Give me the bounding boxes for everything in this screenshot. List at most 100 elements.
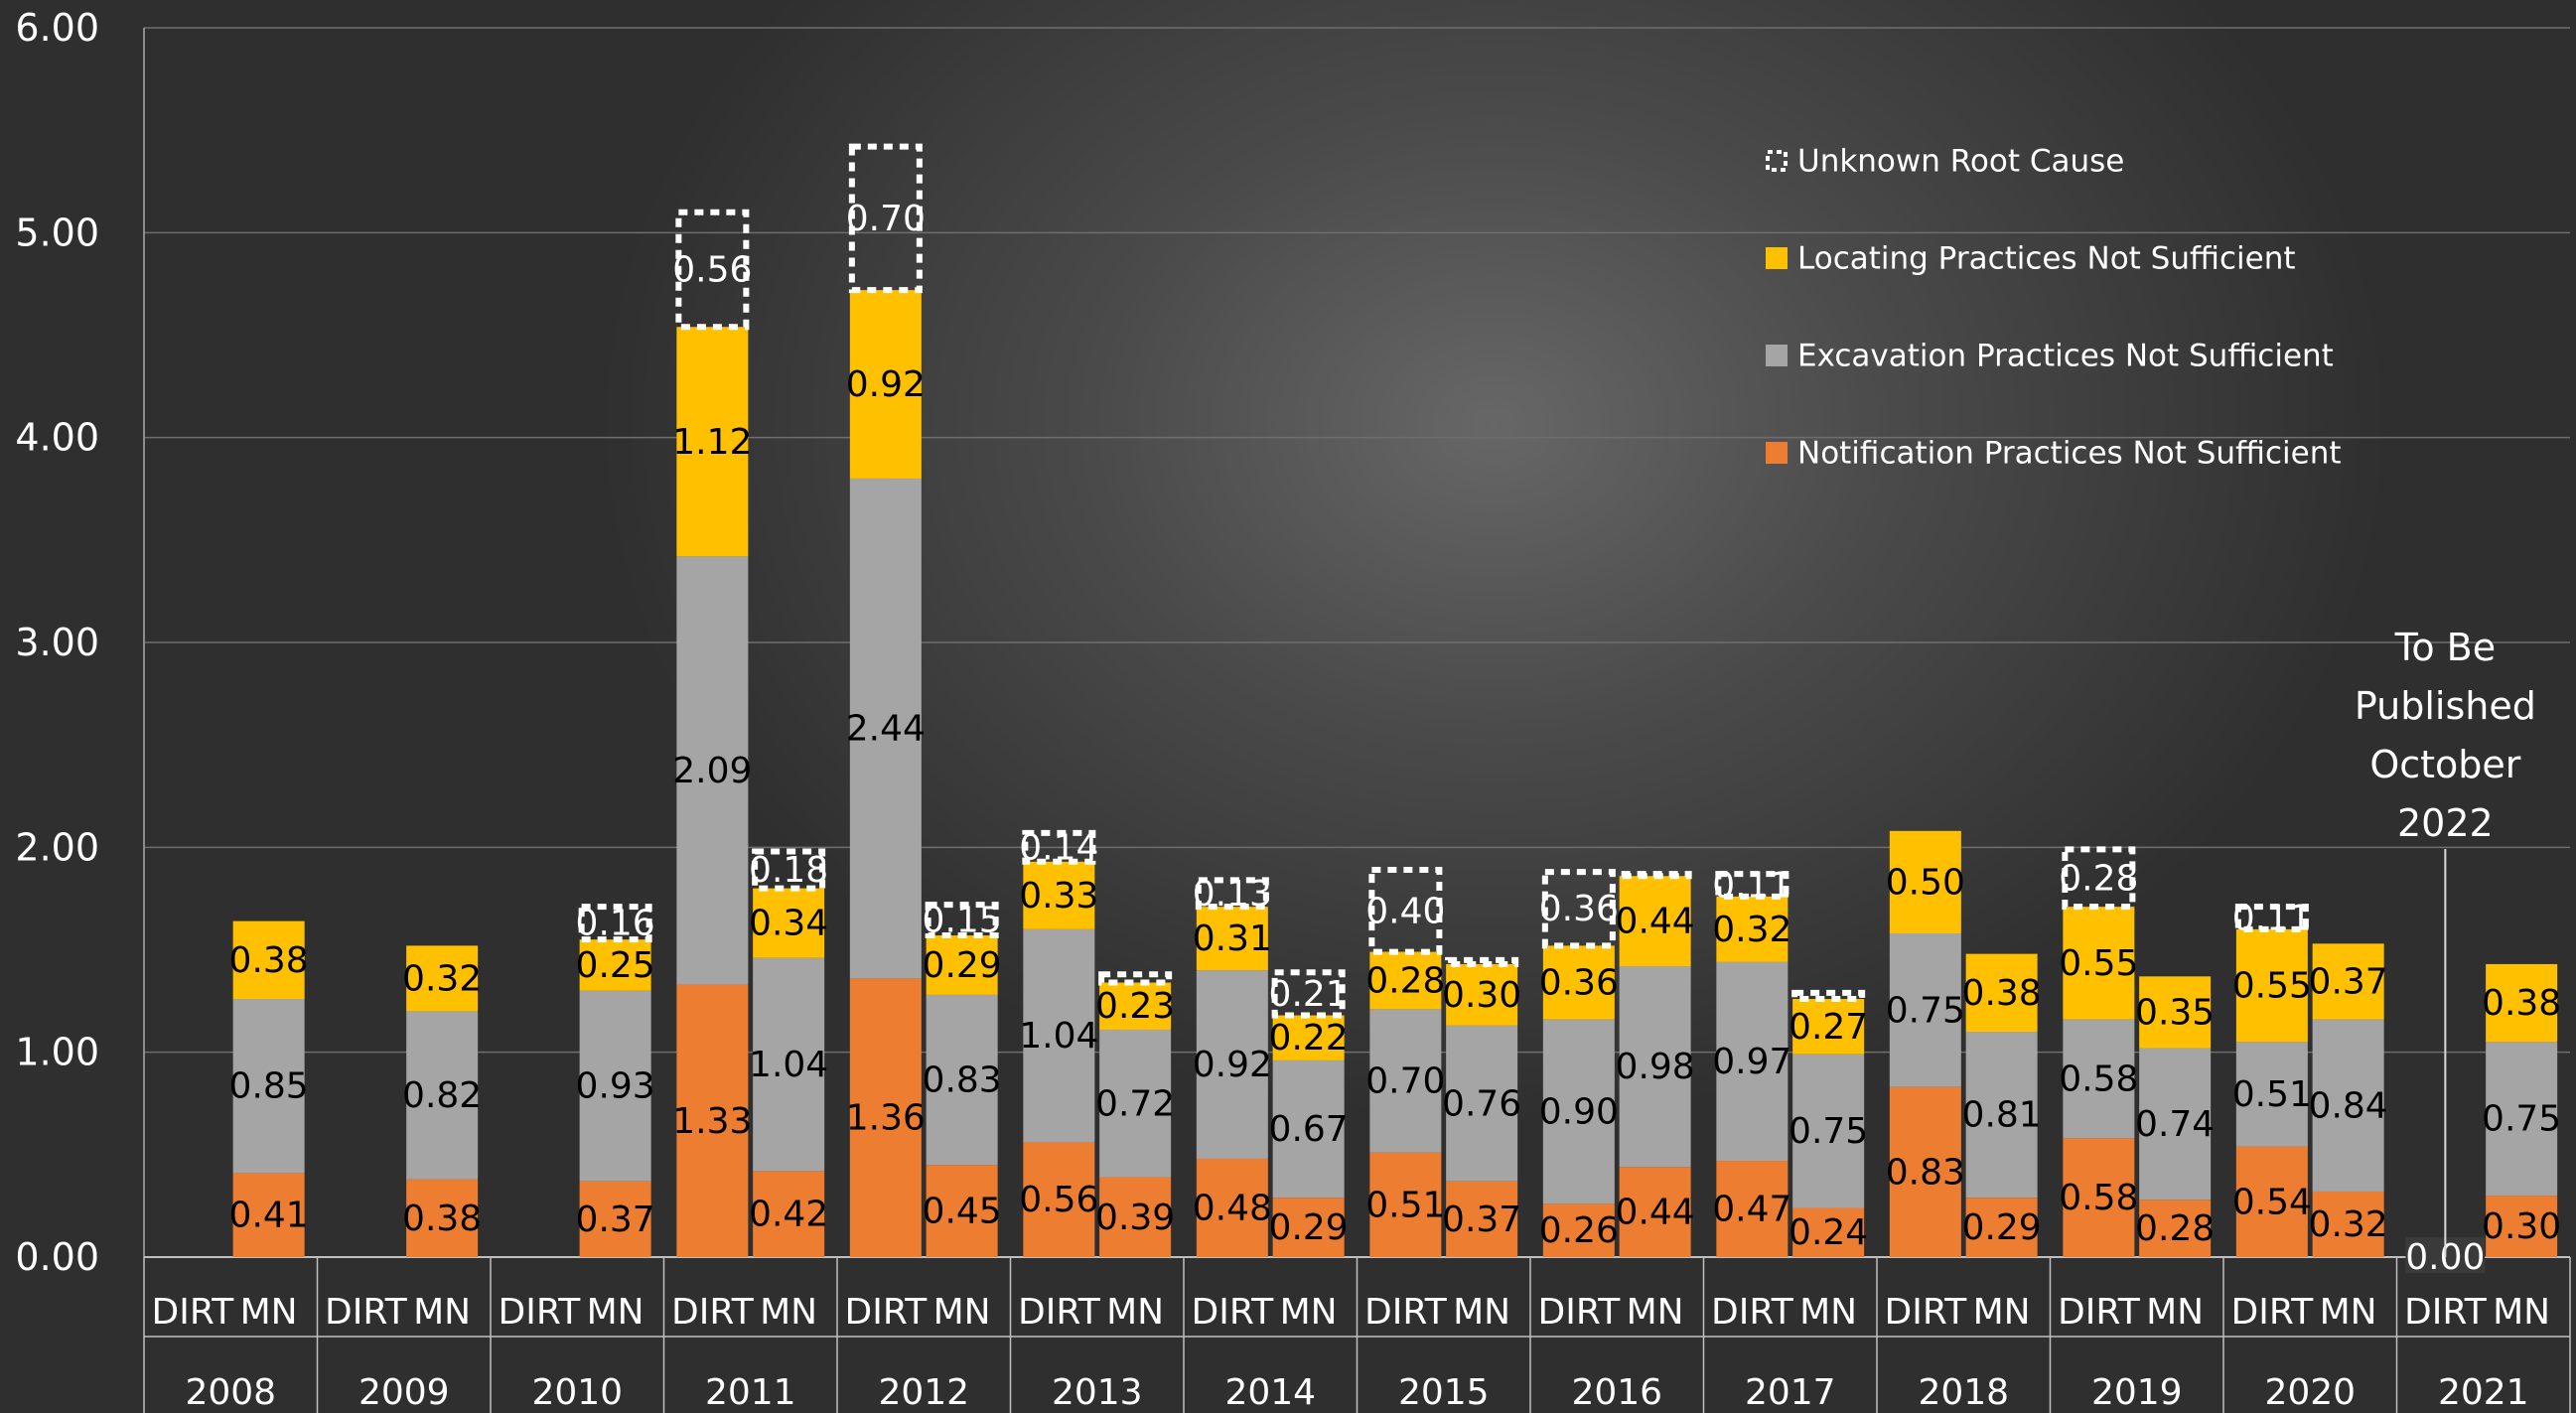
excavation-segment <box>1542 1019 1615 1204</box>
locating-segment <box>1716 896 1789 962</box>
locating-value-label: 0.92 <box>846 364 926 405</box>
unknown-segment <box>1445 956 1519 967</box>
excavation-value-label: 0.92 <box>1193 1045 1272 1085</box>
unknown-segment <box>1541 869 1616 949</box>
locating-value-label: 0.22 <box>1269 1018 1349 1059</box>
locating-segment <box>1446 963 1518 1026</box>
locating-segment <box>1792 999 1865 1055</box>
x-sub-label: DIRT <box>1884 1292 1967 1333</box>
y-tick-label: 3.00 <box>15 621 99 664</box>
unknown-value-label: 0.21 <box>1269 974 1349 1015</box>
locating-value-label: 0.23 <box>1095 986 1175 1027</box>
notification-value-label: 0.44 <box>1616 1193 1695 1233</box>
excavation-segment <box>1889 932 1961 1087</box>
excavation-segment <box>1619 966 1691 1168</box>
notification-segment <box>2235 1146 2308 1257</box>
notification-value-label: 0.45 <box>923 1192 1002 1232</box>
annotation-line: To Be <box>2394 626 2497 669</box>
unknown-segment <box>2062 846 2136 911</box>
excavation-value-label: 2.44 <box>846 709 926 750</box>
x-sub-label: MN <box>1453 1292 1510 1333</box>
unknown-segment <box>675 209 750 331</box>
excavation-segment <box>676 556 749 985</box>
locating-value-label: 0.33 <box>1019 876 1098 917</box>
x-sub-label: DIRT <box>2404 1292 2488 1333</box>
locating-segment <box>1272 1015 1345 1060</box>
unknown-segment <box>1022 829 1096 865</box>
locating-segment <box>2486 963 2558 1043</box>
excavation-segment <box>849 478 922 979</box>
excavation-segment <box>926 994 998 1166</box>
x-year-label: 2016 <box>1571 1372 1662 1413</box>
locating-segment <box>406 945 479 1012</box>
x-sub-label: MN <box>413 1292 471 1333</box>
x-year-label: 2011 <box>705 1372 796 1413</box>
unknown-value-label: 0.36 <box>1539 889 1619 929</box>
notification-segment <box>406 1179 479 1257</box>
locating-segment <box>2063 907 2135 1020</box>
x-sub-label: DIRT <box>1711 1292 1794 1333</box>
excavation-value-label: 0.51 <box>2232 1074 2312 1115</box>
x-year-label: 2013 <box>1052 1372 1143 1413</box>
excavation-segment <box>2235 1042 2308 1147</box>
annotation-line: 2022 <box>2397 801 2494 845</box>
excavation-value-label: 0.75 <box>2482 1099 2561 1140</box>
x-sub-label: MN <box>1627 1292 1684 1333</box>
x-sub-label: MN <box>2320 1292 2377 1333</box>
notification-value-label: 0.42 <box>749 1195 828 1235</box>
excavation-value-label: 0.84 <box>2309 1085 2388 1126</box>
excavation-value-label: 1.04 <box>1019 1016 1098 1057</box>
excavation-value-label: 0.75 <box>1886 990 1965 1031</box>
legend-label: Locating Practices Not Sufficient <box>1797 241 2296 277</box>
locating-segment <box>849 290 922 479</box>
locating-segment <box>2312 943 2384 1020</box>
notification-value-label: 0.29 <box>1269 1207 1349 1248</box>
x-sub-label: DIRT <box>498 1292 581 1333</box>
locating-segment <box>579 939 651 991</box>
locating-value-label: 0.38 <box>229 940 309 981</box>
locating-value-label: 0.29 <box>923 945 1002 986</box>
unknown-value-label: 0.13 <box>1193 874 1272 915</box>
x-sub-label: DIRT <box>325 1292 408 1333</box>
x-sub-label: MN <box>1280 1292 1338 1333</box>
y-tick-label: 0.00 <box>15 1235 99 1279</box>
locating-value-label: 0.27 <box>1789 1007 1868 1048</box>
bars <box>232 143 2558 1257</box>
notification-value-label: 0.48 <box>1193 1188 1272 1228</box>
unknown-value-label: 0.15 <box>923 901 1002 941</box>
excavation-segment <box>2312 1019 2384 1192</box>
notification-segment <box>2312 1191 2384 1257</box>
locating-value-label: 0.55 <box>2059 943 2138 984</box>
notification-segment <box>753 1171 825 1257</box>
locating-value-label: 0.30 <box>1442 975 1521 1016</box>
notification-segment <box>1023 1142 1095 1257</box>
x-year-label: 2021 <box>2438 1372 2529 1413</box>
excavation-segment <box>1369 1009 1442 1153</box>
data-labels: 0.41 0.85 0.38 0.38 0.82 0.32 0.37 0.93 0.250.16… <box>229 199 2562 1278</box>
locating-segment <box>1099 982 1172 1030</box>
unknown-value-label: 0.56 <box>672 249 752 290</box>
notification-value-label: 0.54 <box>2232 1182 2312 1222</box>
notification-value-label: 0.56 <box>1019 1180 1098 1220</box>
x-year-label: 2008 <box>185 1372 276 1413</box>
x-sub-label: DIRT <box>2058 1292 2141 1333</box>
excavation-segment <box>1716 961 1789 1162</box>
notification-value-label: 0.47 <box>1712 1190 1791 1230</box>
notification-segment <box>579 1181 651 1257</box>
x-sub-label: DIRT <box>1018 1292 1101 1333</box>
excavation-value-label: 2.09 <box>672 751 752 791</box>
notification-value-label: 0.58 <box>2059 1178 2138 1218</box>
locating-value-label: 0.37 <box>2309 961 2388 1002</box>
unknown-value-label: 0.11 <box>2232 899 2312 939</box>
x-sub-label: DIRT <box>1191 1292 1274 1333</box>
locating-value-label: 1.12 <box>672 422 752 463</box>
gridlines <box>144 27 2570 1258</box>
excavation-segment <box>1272 1060 1345 1199</box>
x-sub-label: MN <box>1106 1292 1164 1333</box>
excavation-segment <box>2486 1042 2558 1197</box>
excavation-value-label: 0.98 <box>1616 1047 1695 1087</box>
notification-segment <box>1716 1161 1789 1257</box>
notification-value-label: 0.26 <box>1539 1210 1619 1251</box>
locating-value-label: 0.25 <box>576 945 655 986</box>
